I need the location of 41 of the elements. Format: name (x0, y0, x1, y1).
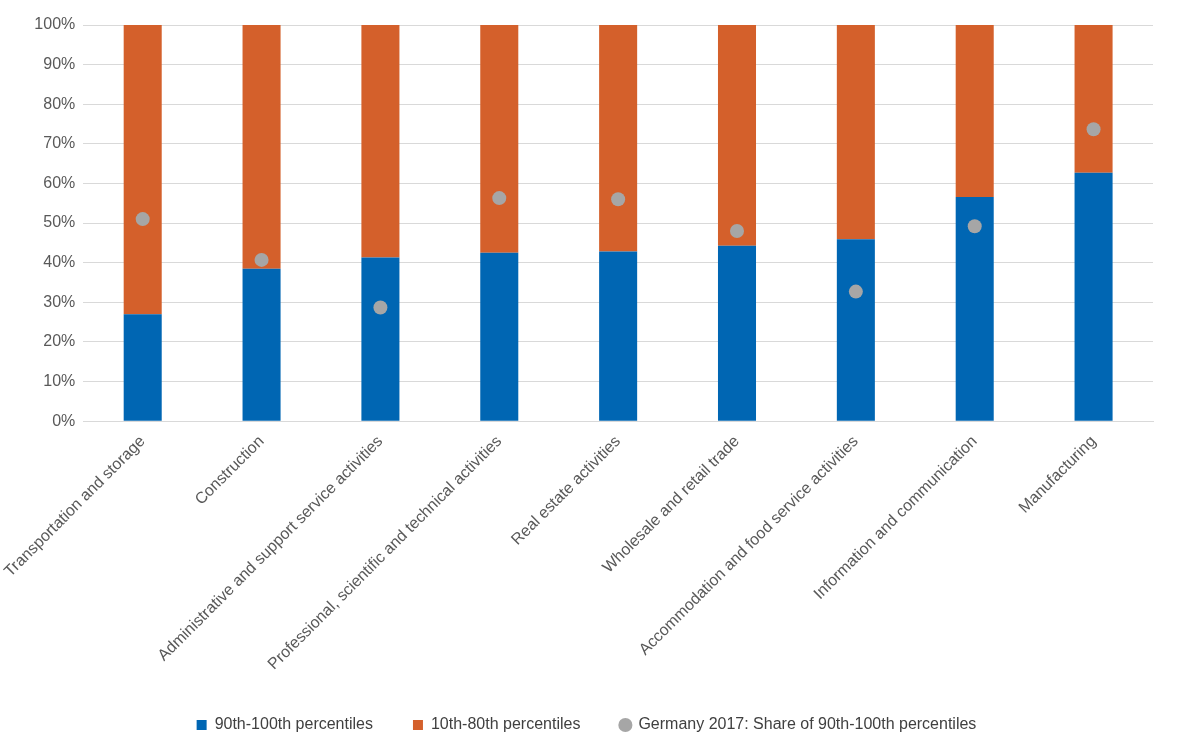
bar (1074, 25, 1113, 173)
point (1086, 122, 1101, 137)
bar (955, 196, 994, 421)
legend-label: Germany 2017: Share of 90th-100th percentiles (638, 715, 977, 733)
bar (480, 25, 519, 253)
bar (717, 25, 757, 246)
point (373, 300, 388, 315)
bar (242, 268, 281, 421)
y-tick-label: 0% (52, 411, 76, 429)
point (254, 252, 269, 267)
point (135, 212, 150, 227)
point (730, 224, 744, 238)
point (848, 284, 863, 299)
bar (242, 25, 281, 269)
y-tick-label: 60% (43, 173, 76, 191)
point (492, 191, 507, 206)
bar (599, 25, 638, 252)
bar (836, 25, 875, 240)
bar (123, 25, 162, 315)
y-tick-label: 10% (43, 371, 76, 389)
bar (480, 252, 519, 421)
y-tick-label: 20% (43, 332, 76, 350)
y-tick-label: 30% (43, 292, 76, 310)
y-tick-label: 50% (43, 213, 76, 231)
point (967, 219, 982, 234)
legend-label: 90th-100th percentiles (214, 715, 373, 733)
y-tick-label: 40% (43, 253, 76, 271)
bar (361, 257, 400, 421)
bar (361, 25, 400, 258)
y-tick-label: 80% (43, 94, 76, 112)
bar (717, 245, 757, 421)
bar (123, 314, 162, 421)
y-tick-label: 90% (43, 55, 76, 73)
y-tick-label: 100% (34, 15, 76, 33)
legend-label: 10th-80th percentiles (430, 715, 581, 733)
bar (955, 25, 994, 197)
bar (836, 239, 875, 421)
bar (1074, 172, 1113, 421)
bar (599, 251, 638, 421)
y-tick-label: 70% (43, 134, 76, 152)
point (611, 192, 626, 207)
